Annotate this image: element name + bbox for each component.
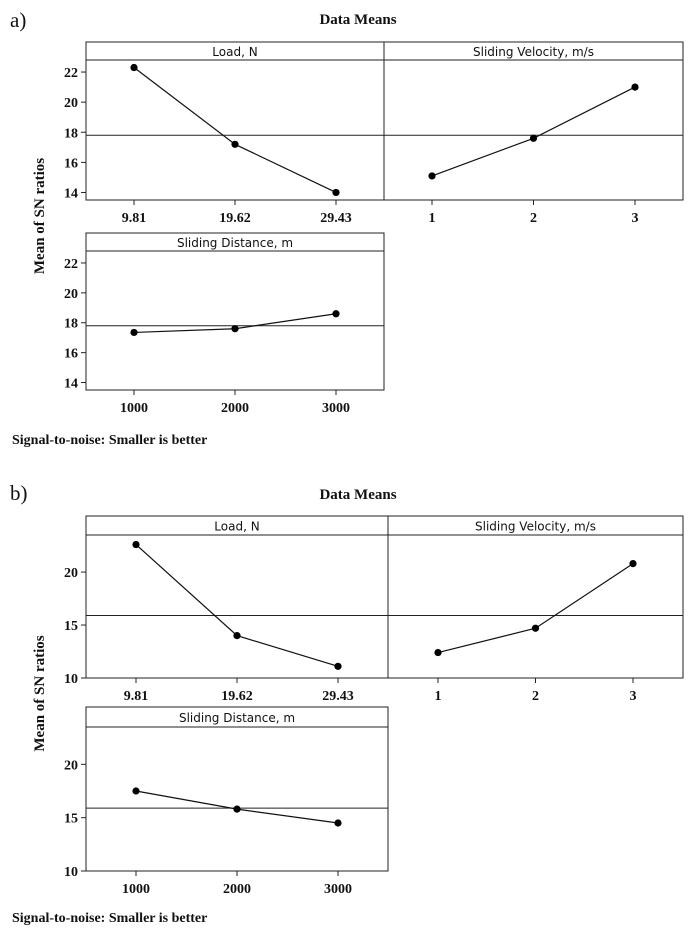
x-tick-label: 2000 [221,401,249,416]
y-tick-label: 10 [64,865,78,880]
x-tick-label: 1 [435,689,442,704]
y-tick-label: 18 [64,317,78,332]
data-point [631,83,639,91]
chart-footer: Signal-to-noise: Smaller is better [12,433,207,448]
data-point [132,787,140,795]
x-tick-label: 3000 [322,401,350,416]
panel-frame [387,515,684,679]
x-tick-label: 3 [630,689,637,704]
data-point [434,648,442,657]
y-tick-label: 10 [64,672,78,687]
y-tick-label: 16 [64,156,78,171]
data-point [233,805,241,813]
y-tick-label: 14 [64,186,78,201]
data-point [629,560,637,568]
y-tick-label: 20 [64,758,78,773]
data-point [529,134,538,142]
y-tick-label: 15 [64,619,78,634]
panel-load: Load, N 14 16 18 20 22 9.81 19.62 29.43 [64,41,385,226]
series-line [437,563,634,654]
chart-b: b) Data Means Signal-to-noise: Smaller is … [10,481,684,926]
chart-title: Data Means [319,12,396,28]
data-point [332,310,340,318]
panel-frame [85,706,389,872]
chart-footer: Signal-to-noise: Smaller is better [12,911,207,926]
x-tick-label: 9.81 [122,211,147,226]
series-line [135,544,339,667]
panel-load: Load, N 10 15 20 9.81 19.62 29.43 [64,515,389,704]
panel-sliding-velocity: Sliding Velocity, m/s 1 2 3 [387,515,684,704]
panel-sliding-distance: Sliding Distance, m 14 16 18 20 22 1000 2000 300… [64,232,385,416]
x-tick-label: 9.81 [124,689,149,704]
panel-title: Sliding Velocity, m/s [475,520,596,534]
data-point [334,662,342,670]
y-tick-label: 22 [64,257,78,272]
y-tick-label: 20 [64,566,78,581]
data-point [334,819,342,827]
y-tick-label: 20 [64,287,78,302]
y-tick-label: 18 [64,126,78,141]
x-tick-label: 1 [429,211,436,226]
x-tick-label: 29.43 [320,211,352,226]
x-tick-label: 3 [632,211,639,226]
chart-title: Data Means [319,487,396,503]
x-tick-label: 19.62 [221,689,253,704]
y-tick-label: 20 [64,96,78,111]
panel-sliding-distance: Sliding Distance, m 10 15 20 1000 2000 3000 [64,706,389,897]
y-tick-label: 15 [64,812,78,827]
y-tick-label: 22 [64,66,78,81]
data-point [130,328,138,337]
data-point [332,188,340,197]
series-line [431,86,636,177]
data-point [130,63,138,72]
data-point [132,540,140,549]
panel-sliding-velocity: Sliding Velocity, m/s 1 2 3 [383,41,684,226]
x-tick-label: 29.43 [322,689,354,704]
y-tick-label: 14 [64,377,78,392]
x-tick-label: 2000 [223,882,251,897]
y-tick-label: 16 [64,347,78,362]
y-axis-label: Mean of SN ratios [32,158,48,274]
data-point [231,325,239,333]
chart-letter: a) [10,8,26,32]
chart-letter: b) [10,481,28,505]
panel-frame [85,232,385,391]
panel-title: Sliding Distance, m [179,711,295,725]
panel-title: Load, N [214,520,259,534]
data-point [531,624,540,632]
x-tick-label: 3000 [324,882,352,897]
panel-title: Sliding Velocity, m/s [473,45,594,59]
series-line [133,67,337,194]
x-tick-label: 19.62 [219,211,251,226]
x-tick-label: 2 [530,211,537,226]
x-tick-label: 1000 [122,882,150,897]
data-point [231,140,239,148]
panel-title: Load, N [212,45,257,59]
data-point [233,632,241,640]
x-tick-label: 2 [532,689,539,704]
chart-a: a) Data Means Signal-to-noise: Smaller is … [10,8,684,448]
panel-frame [85,515,389,679]
data-point [428,172,436,180]
panel-frame [85,41,385,201]
panel-title: Sliding Distance, m [177,236,293,250]
y-axis-label: Mean of SN ratios [32,635,48,751]
x-tick-label: 1000 [120,401,148,416]
